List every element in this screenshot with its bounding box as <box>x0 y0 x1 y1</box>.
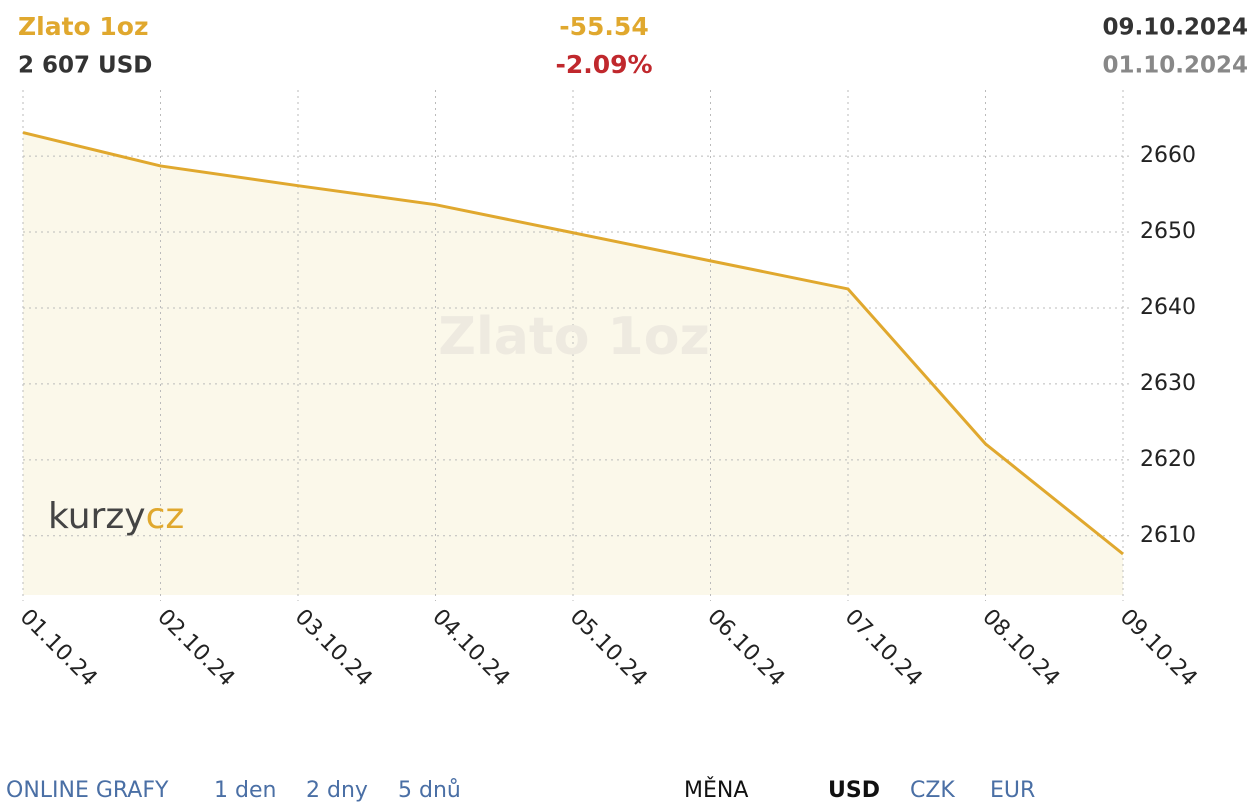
date-start: 01.10.2024 <box>1102 53 1248 79</box>
price: 2 607 USD <box>18 53 152 79</box>
logo-right: cz <box>146 496 185 537</box>
change-pct: -2.09% <box>555 50 652 79</box>
currency-label: MĚNA <box>684 777 748 803</box>
change: -55.54 <box>559 12 648 41</box>
x-tick-label: 09.10.24 <box>1115 605 1202 692</box>
y-tick-label: 2640 <box>1140 295 1196 320</box>
currency[interactable]: EUR <box>990 778 1035 803</box>
plot: 2610 2620 2630 2640 2650 2660 01.10.24 02.10.24… <box>15 90 1202 692</box>
y-tick-label: 2660 <box>1140 143 1196 168</box>
x-tick-label: 07.10.24 <box>840 605 927 692</box>
y-tick-label: 2650 <box>1140 219 1196 244</box>
currency[interactable]: CZK <box>910 778 955 803</box>
link[interactable]: ONLINE GRAFY <box>6 778 169 803</box>
link[interactable]: 2 dny <box>306 778 368 803</box>
x-tick-label: 02.10.24 <box>152 605 239 692</box>
x-tick-label: 03.10.24 <box>290 605 377 692</box>
x-tick-label: 01.10.24 <box>15 605 102 692</box>
link[interactable]: 1 den <box>214 778 276 803</box>
x-tick-label: 05.10.24 <box>565 605 652 692</box>
logo-left: kurzy <box>48 496 146 537</box>
watermark: Zlato 1oz <box>438 307 709 367</box>
x-tick-label: 06.10.24 <box>702 605 789 692</box>
logo: kurzycz <box>48 496 184 537</box>
line <box>22 131 1124 556</box>
date-end: 09.10.2024 <box>1102 15 1248 41</box>
x-tick-label: 08.10.24 <box>977 605 1064 692</box>
x-tick-label: 04.10.24 <box>427 605 514 692</box>
currency[interactable]: USD <box>828 778 880 803</box>
title: Zlato 1oz <box>18 12 149 41</box>
y-tick-label: 2610 <box>1140 523 1196 548</box>
link[interactable]: 5 dnů <box>398 778 461 803</box>
area <box>23 132 1123 596</box>
y-tick-label: 2620 <box>1140 447 1196 472</box>
y-tick-label: 2630 <box>1140 371 1196 396</box>
